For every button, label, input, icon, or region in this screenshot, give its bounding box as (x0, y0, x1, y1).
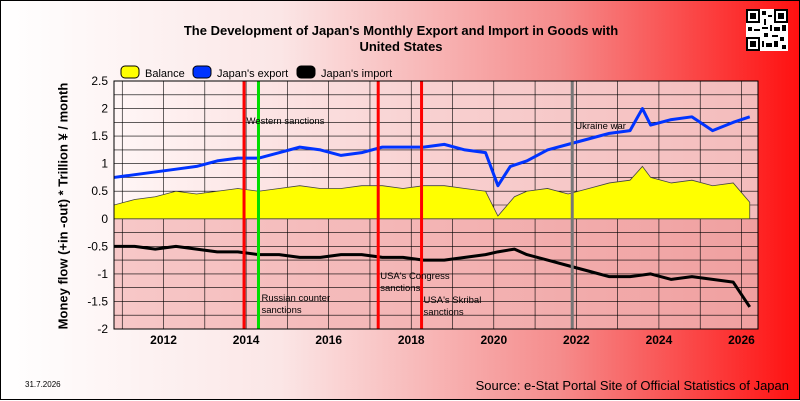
annotation-label: sanctions (424, 307, 464, 318)
qr-code-icon (746, 9, 788, 51)
legend-label: Balance (145, 68, 185, 80)
date-stamp: 31.7.2026 (25, 380, 61, 389)
annotation-label: Russian counter (261, 293, 330, 304)
x-tick-label: 2022 (563, 333, 590, 347)
y-tick-label: 0.5 (91, 184, 108, 198)
y-tick-label: 1.5 (91, 129, 108, 143)
x-tick-label: 2012 (150, 333, 177, 347)
y-tick-label: 1 (101, 157, 108, 171)
y-tick-label: -1.5 (87, 294, 108, 308)
y-tick-label: 0 (101, 212, 108, 226)
x-tick-label: 2020 (480, 333, 507, 347)
legend-label: Japan's export (217, 68, 288, 80)
series-import-line (114, 244, 751, 308)
y-tick-label: -1 (97, 267, 108, 281)
annotation-label: sanctions (261, 305, 301, 316)
source-note: Source: e-Stat Portal Site of Official S… (475, 378, 789, 393)
annotation-label: Western sanctions (246, 116, 324, 127)
legend-label: Japan's import (321, 68, 392, 80)
series-export-line (113, 107, 751, 188)
annotation-label: USA's Congress (380, 271, 450, 282)
legend-swatch (296, 65, 316, 79)
annotation-label: USA's Skribal (424, 295, 482, 306)
x-tick-label: 2018 (398, 333, 425, 347)
x-tick-label: 2026 (728, 333, 755, 347)
annotation-label: sanctions (380, 283, 420, 294)
annotation-label: Ukraine war (575, 121, 626, 132)
x-tick-label: 2016 (315, 333, 342, 347)
y-tick-label: 2.5 (91, 74, 108, 88)
series-balance-area (113, 165, 751, 220)
chart-title: The Development of Japan's Monthly Expor… (183, 23, 619, 54)
x-tick-label: 2014 (233, 333, 260, 347)
y-tick-label: -2 (97, 322, 108, 336)
plot-border (113, 80, 759, 330)
legend-swatch (120, 65, 140, 79)
x-tick-label: 2024 (646, 333, 673, 347)
y-tick-label: 2 (101, 102, 108, 116)
y-tick-label: -0.5 (87, 239, 108, 253)
legend-swatch (192, 65, 212, 79)
